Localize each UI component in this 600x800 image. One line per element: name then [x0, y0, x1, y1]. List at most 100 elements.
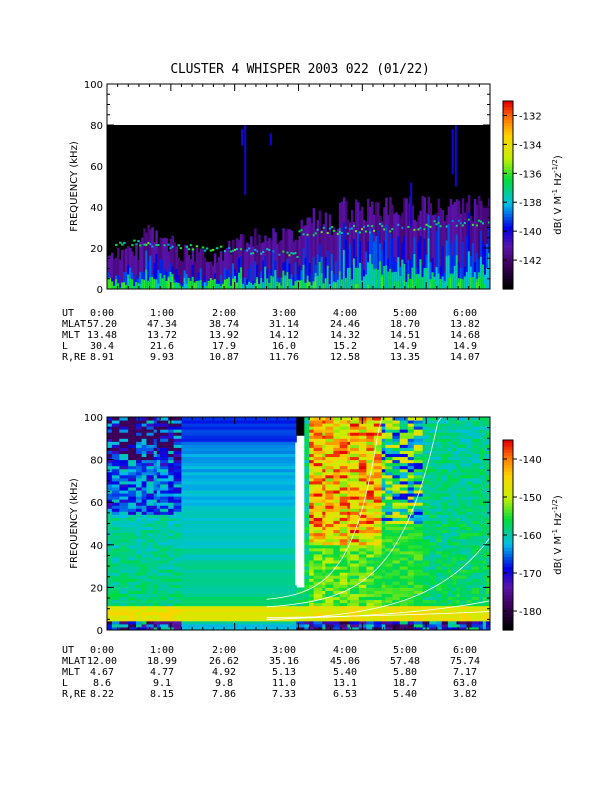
colorbar-cell — [503, 452, 513, 457]
spectrogram-cell — [429, 581, 437, 585]
spectrogram-cell — [313, 465, 323, 470]
spectrogram-cell — [304, 493, 310, 497]
spectrogram-cell — [350, 593, 360, 598]
spectrogram-cell — [153, 550, 158, 555]
spectrogram-cell — [466, 608, 473, 613]
spectrogram-cell — [304, 547, 310, 552]
spectrogram-cell — [128, 508, 137, 512]
spectrogram-cell — [407, 474, 415, 479]
spectrogram-cell — [325, 590, 334, 594]
spectrogram-cell — [322, 459, 326, 464]
spectrogram-cell — [146, 429, 155, 433]
spectrogram-cell — [447, 493, 453, 497]
spectrogram-trace — [171, 245, 175, 248]
spectrogram-trace — [391, 228, 394, 231]
spectrogram-cell — [456, 578, 461, 582]
spectrogram-cell — [366, 511, 375, 515]
spectrogram-trace — [332, 229, 336, 232]
spectrogram-cell — [339, 459, 348, 464]
spectrogram-cell — [136, 517, 143, 521]
spectrogram-column — [435, 267, 439, 289]
spectrogram-cell — [153, 423, 158, 427]
spectrogram-cell — [422, 593, 430, 598]
spectrogram-cell — [441, 502, 449, 506]
spectrogram-cell — [479, 560, 484, 564]
colorbar-cell — [503, 614, 513, 618]
spectrogram-cell — [107, 547, 113, 552]
spectrogram-cell — [392, 477, 401, 482]
spectrogram-cell — [381, 450, 386, 455]
spectrogram-column — [240, 278, 243, 289]
spectrogram-cell — [429, 429, 437, 433]
spectrogram-cell — [413, 575, 424, 579]
spectrogram-column — [272, 249, 275, 289]
spectrogram-cell — [313, 438, 323, 442]
spectrogram-cell — [160, 429, 169, 433]
spectrogram-cell — [358, 556, 367, 561]
spectrogram-cell — [136, 435, 143, 439]
spectrogram-cell — [173, 553, 182, 558]
spectrogram-cell — [128, 426, 137, 430]
spectrogram-cell — [128, 447, 137, 451]
spectrogram-cell — [407, 538, 415, 543]
spectrogram-cell — [385, 474, 393, 479]
spectrogram-cell — [146, 447, 155, 451]
spectrogram-cell — [141, 426, 147, 430]
spectrogram-cell — [160, 566, 169, 570]
spectrogram-cell — [466, 532, 473, 537]
spectrogram-cell — [156, 617, 161, 622]
spectrogram-cell — [381, 578, 386, 582]
spectrogram-cell — [160, 560, 169, 564]
spectrogram-cell — [119, 508, 129, 512]
spectrogram-cell — [153, 486, 158, 491]
spectrogram-cell — [381, 550, 386, 555]
spectrogram-cell — [422, 553, 430, 558]
spectrogram-cell — [128, 450, 137, 455]
spectrogram-cell — [304, 499, 310, 503]
colorbar-cell — [503, 135, 513, 140]
spectrogram-cell — [141, 626, 147, 631]
spectrogram-cell — [479, 426, 484, 430]
spectrogram-cell — [141, 523, 147, 528]
spectrogram-cell — [333, 563, 341, 567]
spectrogram-cell — [141, 459, 147, 464]
spectrogram-cell — [456, 614, 461, 619]
spectrogram-cell — [471, 480, 480, 485]
spectrogram-cell — [482, 541, 487, 546]
spectrogram-cell — [373, 593, 383, 598]
spectrogram-cell — [366, 432, 375, 436]
spectrogram-cell — [107, 544, 113, 549]
spectrogram-cell — [146, 477, 155, 482]
spectrogram-cell — [422, 456, 430, 461]
spectrogram-cell — [309, 462, 315, 467]
spectrogram-cell — [350, 450, 360, 455]
spectrogram-cell — [339, 420, 348, 424]
spectrogram-cell — [350, 560, 360, 564]
spectrogram-cell — [111, 560, 120, 564]
spectrogram-cell — [413, 447, 424, 451]
colorbar-tick-label: -132 — [519, 111, 542, 122]
spectrogram-cell — [459, 584, 468, 588]
spectrogram-column — [256, 279, 259, 289]
colorbar-cell — [503, 440, 513, 444]
spectrogram-cell — [422, 566, 430, 570]
colorbar-cell — [503, 459, 513, 463]
spectrogram-cell — [350, 587, 360, 591]
ephemeris-value: 14.68 — [449, 330, 481, 341]
spectrogram-cell — [107, 569, 113, 573]
spectrogram-cell — [459, 483, 468, 488]
spectrogram-cell — [413, 593, 424, 598]
spectrogram-cell — [296, 599, 305, 604]
spectrogram-cell — [456, 505, 461, 509]
spectrogram-cell — [173, 447, 182, 451]
spectrogram-trace — [179, 247, 183, 250]
spectrogram-cell — [333, 514, 341, 518]
spectrogram-cell — [452, 526, 457, 531]
spectrogram-cell — [173, 605, 182, 610]
spectrogram-cell — [485, 535, 491, 540]
spectrogram-cell — [309, 529, 315, 534]
spectrogram-cell — [128, 441, 137, 445]
spectrogram-trace — [302, 233, 306, 236]
spectrogram-cell — [456, 611, 461, 616]
spectrogram-cell — [322, 441, 326, 445]
